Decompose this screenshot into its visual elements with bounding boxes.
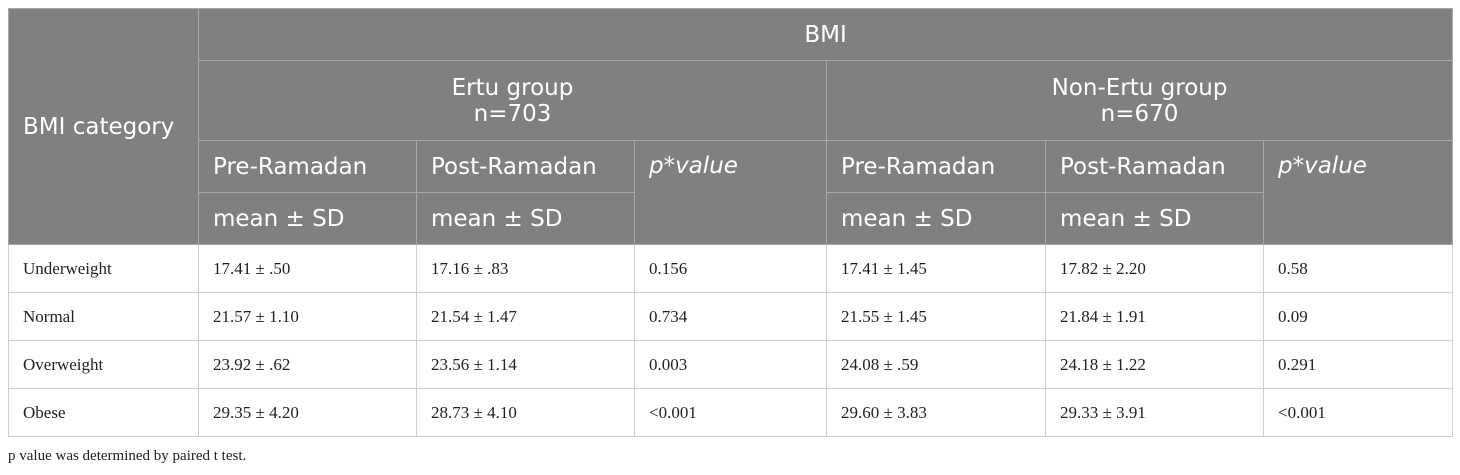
cell: 17.41 ± 1.45	[826, 244, 1046, 293]
table-header: BMI category BMI Ertu group n=703 Non-Ert…	[8, 8, 1454, 245]
column-label: Pre-Ramadan	[826, 140, 1046, 193]
group-header: Non-Ertu group n=670	[825, 60, 1454, 141]
cell: 17.16 ± .83	[416, 244, 635, 293]
cell: 21.55 ± 1.45	[826, 292, 1046, 341]
column-sub: mean ± SD	[416, 192, 635, 245]
column-sub: mean ± SD	[826, 192, 1046, 245]
cell: 24.08 ± .59	[826, 340, 1046, 389]
row-label: Overweight	[8, 340, 199, 389]
cell: 17.41 ± .50	[198, 244, 417, 293]
table-row: Overweight 23.92 ± .62 23.56 ± 1.14 0.003 24…	[8, 340, 1454, 389]
cell: 23.56 ± 1.14	[416, 340, 635, 389]
cell: 29.35 ± 4.20	[198, 388, 417, 437]
cell: 21.84 ± 1.91	[1045, 292, 1264, 341]
column-sub: mean ± SD	[198, 192, 417, 245]
cell: <0.001	[634, 388, 827, 437]
column-sub: mean ± SD	[1045, 192, 1264, 245]
bmi-table: BMI category BMI Ertu group n=703 Non-Ert…	[8, 8, 1454, 437]
cell: 17.82 ± 2.20	[1045, 244, 1264, 293]
group-header: Ertu group n=703	[198, 60, 827, 141]
cell: 23.92 ± .62	[198, 340, 417, 389]
row-label: Obese	[8, 388, 199, 437]
table-row: Normal 21.57 ± 1.10 21.54 ± 1.47 0.734 21.55…	[8, 292, 1454, 341]
cell: 21.57 ± 1.10	[198, 292, 417, 341]
cell: 0.156	[634, 244, 827, 293]
table-body: Underweight 17.41 ± .50 17.16 ± .83 0.156 17…	[8, 244, 1454, 437]
row-header: BMI category	[8, 8, 199, 245]
group-name: Non-Ertu group	[1051, 74, 1228, 101]
cell: 0.58	[1262, 244, 1454, 293]
cell: 0.291	[1262, 340, 1454, 389]
table-row: Underweight 17.41 ± .50 17.16 ± .83 0.156 17…	[8, 244, 1454, 293]
cell: 0.09	[1262, 292, 1454, 341]
cell: 29.60 ± 3.83	[826, 388, 1046, 437]
cell: <0.001	[1262, 388, 1454, 437]
cell: 29.33 ± 3.91	[1045, 388, 1264, 437]
table-row: Obese 29.35 ± 4.20 28.73 ± 4.10 <0.001 29.60…	[8, 388, 1454, 437]
cell: 24.18 ± 1.22	[1045, 340, 1264, 389]
column-label: p*value	[1262, 140, 1454, 245]
group-n: n=703	[473, 100, 552, 127]
column-label: Post-Ramadan	[416, 140, 635, 193]
cell: 0.734	[634, 292, 827, 341]
footnote: p value was determined by paired t test.	[8, 448, 247, 464]
cell: 21.54 ± 1.47	[416, 292, 635, 341]
column-label: Post-Ramadan	[1045, 140, 1264, 193]
row-label: Underweight	[8, 244, 199, 293]
row-label: Normal	[8, 292, 199, 341]
column-label: p*value	[634, 140, 827, 245]
header-title: BMI	[197, 8, 1454, 61]
group-name: Ertu group	[451, 74, 574, 101]
cell: 0.003	[634, 340, 827, 389]
cell: 28.73 ± 4.10	[416, 388, 635, 437]
group-n: n=670	[1100, 100, 1179, 127]
column-label: Pre-Ramadan	[198, 140, 417, 193]
